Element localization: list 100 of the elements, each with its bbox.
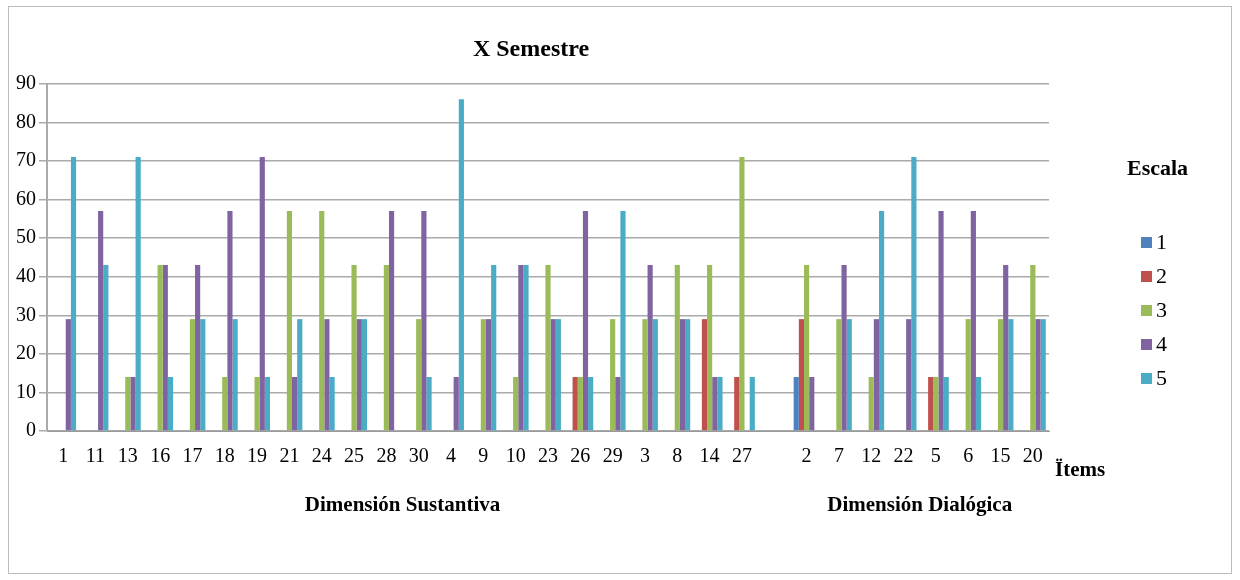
x-tick-label: 5: [930, 444, 941, 467]
x-tick-label: 9: [478, 444, 489, 467]
x-tick-label: 10: [505, 444, 526, 467]
bar: [491, 265, 497, 431]
bar: [135, 157, 141, 431]
bar: [254, 376, 260, 431]
bar: [286, 211, 293, 431]
legend-label: 3: [1156, 296, 1167, 324]
text: Dimensión Dialógica: [827, 492, 1013, 517]
bar: [841, 265, 847, 431]
bar: [933, 376, 939, 431]
y-tick-label: 20: [16, 341, 36, 364]
bar: [685, 319, 691, 431]
bar: [804, 265, 810, 431]
bar: [749, 376, 755, 431]
bar: [70, 157, 77, 431]
bar: [65, 319, 71, 431]
bar: [798, 319, 804, 431]
bar: [356, 319, 362, 431]
y-tick-label: 80: [16, 109, 36, 132]
bar: [485, 319, 492, 431]
bar: [297, 319, 303, 431]
bar: [679, 319, 686, 431]
bar: [943, 376, 949, 431]
bar: [319, 211, 325, 431]
bar: [701, 319, 708, 431]
x-tick-label: 26: [570, 444, 591, 467]
x-tick-label: 19: [247, 444, 268, 467]
bar: [292, 376, 298, 431]
bar: [739, 157, 745, 431]
bar: [98, 211, 104, 431]
bar: [480, 319, 486, 431]
bar: [361, 319, 367, 431]
y-tick-label: 70: [16, 148, 36, 171]
x-tick-label: 27: [731, 444, 752, 467]
bar: [588, 376, 594, 431]
bar: [189, 319, 196, 431]
text: Dimensión Sustantiva: [304, 492, 501, 517]
y-tick-label: 30: [16, 302, 36, 325]
bar: [351, 265, 357, 431]
x-tick-label: 20: [1022, 444, 1043, 467]
bar: [421, 211, 427, 431]
bar: [809, 376, 815, 431]
x-tick-label: 14: [699, 444, 720, 467]
bar: [458, 99, 464, 431]
bar: [938, 211, 944, 431]
x-tick-label: 25: [344, 444, 365, 467]
bar: [426, 376, 432, 431]
bar: [620, 211, 626, 431]
x-tick-label: 3: [639, 444, 650, 467]
bar: [868, 376, 874, 431]
bar: [610, 319, 616, 431]
bar: [329, 376, 335, 431]
bar: [572, 376, 578, 431]
bar: [577, 376, 583, 431]
bar: [195, 265, 201, 431]
bar: [324, 319, 330, 431]
bar: [518, 265, 524, 431]
legend-label: 2: [1156, 262, 1167, 290]
bar: [555, 319, 561, 431]
x-tick-label: 23: [538, 444, 558, 467]
bar: [975, 376, 982, 431]
bar: [911, 157, 917, 431]
bar: [997, 319, 1004, 431]
bar: [383, 265, 389, 431]
x-tick-label: 22: [893, 444, 914, 467]
bar: [970, 211, 976, 431]
bar: [878, 211, 885, 431]
x-tick-label: 4: [446, 444, 457, 467]
bar: [717, 376, 723, 431]
x-tick-label: 16: [150, 444, 171, 467]
y-tick-label: 60: [16, 186, 36, 209]
legend-label: 4: [1156, 330, 1167, 358]
bar: [674, 265, 680, 431]
bar: [523, 265, 529, 431]
bar: [1030, 265, 1036, 431]
legend-title: Escala: [1127, 155, 1189, 181]
bar: [965, 319, 971, 431]
x-tick-label: 17: [182, 444, 203, 467]
x-tick-label: 15: [990, 444, 1011, 467]
bar: [642, 319, 648, 431]
bar: [1003, 265, 1009, 431]
x-tick-label: 28: [376, 444, 397, 467]
legend-label: 1: [1156, 228, 1167, 256]
bar: [647, 265, 653, 431]
y-tick-label: 10: [16, 379, 36, 402]
bar: [928, 376, 934, 431]
bar: [652, 319, 658, 431]
bar: [157, 265, 163, 431]
bar: [222, 376, 228, 431]
bar: [227, 211, 233, 431]
bar: [707, 265, 713, 431]
bar: [793, 376, 799, 431]
bar: [416, 319, 422, 431]
bar: [232, 319, 238, 431]
bar: [712, 376, 718, 431]
bar: [388, 211, 395, 431]
bar: [906, 319, 912, 431]
bar: [836, 319, 842, 431]
x-tick-label: 30: [408, 444, 429, 467]
